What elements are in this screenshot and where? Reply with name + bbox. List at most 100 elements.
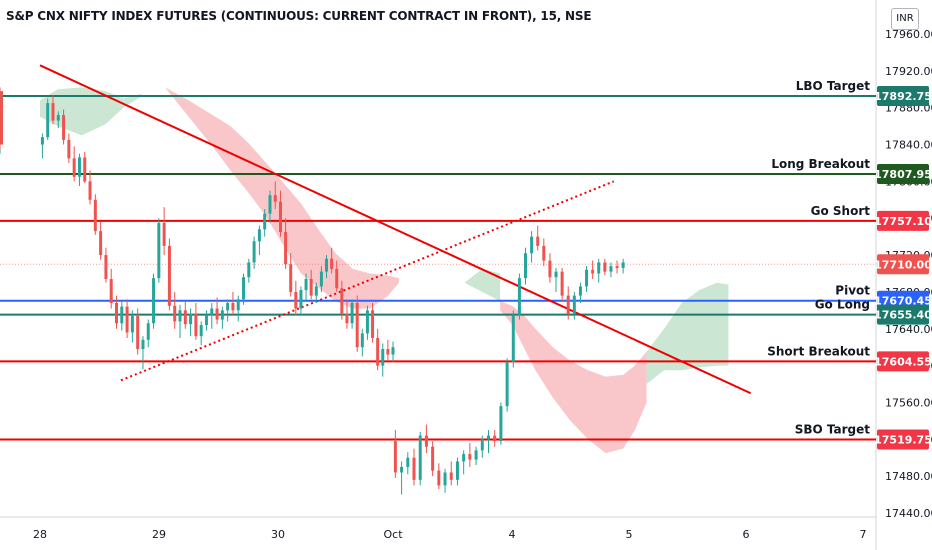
candle-body-45	[231, 302, 235, 311]
candle-body-26	[130, 315, 134, 333]
candle-body-18	[88, 181, 92, 200]
candle-body-37	[189, 314, 193, 325]
candle-body-88	[462, 454, 466, 462]
candle-body-55	[284, 232, 288, 265]
level-label-3: Pivot	[835, 284, 870, 298]
candle-body-74	[381, 349, 385, 366]
level-price-tag-text-2: 17757.10	[874, 215, 932, 228]
candle-body-30	[152, 278, 156, 324]
candle-body-65	[335, 268, 339, 289]
time-tick-3: Oct	[383, 528, 403, 541]
candle-body-78	[400, 466, 404, 473]
time-tick-7: 7	[860, 528, 867, 541]
candle-body-6	[0, 112, 3, 127]
candle-body-104	[560, 271, 564, 296]
candle-body-103	[554, 271, 558, 278]
candle-body-59	[304, 279, 308, 291]
candle-body-95	[505, 361, 509, 407]
candle-body-53	[273, 195, 277, 202]
candle-body-12	[56, 115, 60, 121]
price-tick-12: 17480.00	[885, 470, 932, 483]
candle-body-15	[72, 158, 76, 177]
trendline-solid	[39, 64, 752, 395]
candle-body-41	[210, 308, 214, 315]
time-tick-4: 4	[509, 528, 516, 541]
price-tick-3: 17840.00	[885, 139, 932, 152]
candle-body-34	[173, 305, 177, 322]
candle-body-0	[0, 91, 3, 97]
candle-body-108	[585, 269, 589, 287]
level-price-tag-1	[877, 164, 929, 185]
candle-body-20	[99, 231, 103, 256]
candle-body-43	[220, 310, 224, 320]
candle-body-56	[289, 264, 293, 292]
candle-body-93	[493, 435, 497, 442]
candle-body-97	[517, 278, 521, 315]
candle-body-109	[591, 269, 595, 274]
level-label-5: Short Breakout	[767, 344, 870, 358]
candle-body-71	[365, 310, 369, 334]
candle-body-98	[524, 253, 528, 279]
level-price-tag-0	[877, 85, 929, 106]
level-price-tag-text-5: 17604.55	[874, 355, 932, 368]
candle-body-19	[93, 199, 97, 232]
price-tick-1: 17920.00	[885, 65, 932, 78]
level-price-tag-text-4: 17655.40	[874, 309, 932, 322]
level-price-tag-text-3: 17670.45	[874, 295, 932, 308]
currency-button[interactable]: INR	[891, 8, 919, 30]
trendlines	[39, 64, 752, 395]
time-axis[interactable]: 28 29 30 Oct 4 5 6 7	[33, 528, 867, 541]
candle-body-81	[418, 435, 422, 480]
cloud-red-1	[164, 87, 399, 309]
candle-body-82	[424, 435, 428, 447]
candle-body-72	[371, 310, 375, 338]
level-price-tag-text-6: 17519.75	[874, 434, 932, 447]
candle-body-47	[242, 277, 246, 300]
candle-body-68	[350, 302, 354, 324]
cloud-red-2	[500, 301, 647, 454]
price-tags: 17892.75 17807.95 17757.10 17670.4517655.40…	[874, 85, 932, 450]
time-tick-1: 29	[152, 528, 166, 541]
candle-body-79	[406, 457, 410, 467]
candle-body-60	[309, 279, 313, 296]
candle-body-22	[109, 279, 113, 303]
level-label-2: Go Short	[811, 204, 871, 218]
candle-body-48	[247, 262, 251, 278]
candle-body-51	[263, 213, 267, 230]
candle-body-42	[215, 308, 219, 320]
candle-body-90	[474, 450, 478, 460]
candle-body-87	[455, 461, 459, 480]
candle-body-49	[252, 241, 256, 263]
candle-body-91	[480, 439, 484, 451]
chart-grid	[0, 0, 877, 550]
candle-body-16	[77, 157, 81, 177]
level-price-tag-4	[877, 304, 929, 325]
candle-body-63	[325, 258, 329, 272]
candle-body-94	[499, 406, 503, 442]
candle-body-35	[178, 310, 182, 322]
price-tick-10: 17560.00	[885, 396, 932, 409]
candle-body-32	[162, 222, 166, 246]
candle-body-11	[51, 103, 55, 121]
candle-body-40	[204, 314, 208, 326]
price-tick-8: 17640.00	[885, 323, 932, 336]
cloud-green-1	[40, 87, 142, 136]
cloud-green-3	[646, 282, 729, 385]
level-price-tag-5	[877, 351, 929, 372]
candle-body-75	[386, 349, 390, 355]
candle-body-64	[330, 258, 334, 269]
level-label-1: Long Breakout	[771, 157, 870, 171]
candle-body-112	[609, 266, 613, 272]
candle-body-114	[621, 262, 625, 268]
chart-title: S&P CNX NIFTY INDEX FUTURES (CONTINUOUS:…	[6, 9, 592, 23]
ichimoku-cloud	[40, 87, 729, 454]
candle-body-38	[194, 314, 198, 337]
candle-body-10	[46, 103, 50, 138]
current-price-tag	[877, 254, 929, 275]
price-tick-13: 17440.00	[885, 507, 932, 520]
candle-body-14	[67, 139, 71, 159]
candle-body-110	[597, 262, 601, 274]
candle-body-84	[437, 470, 441, 486]
